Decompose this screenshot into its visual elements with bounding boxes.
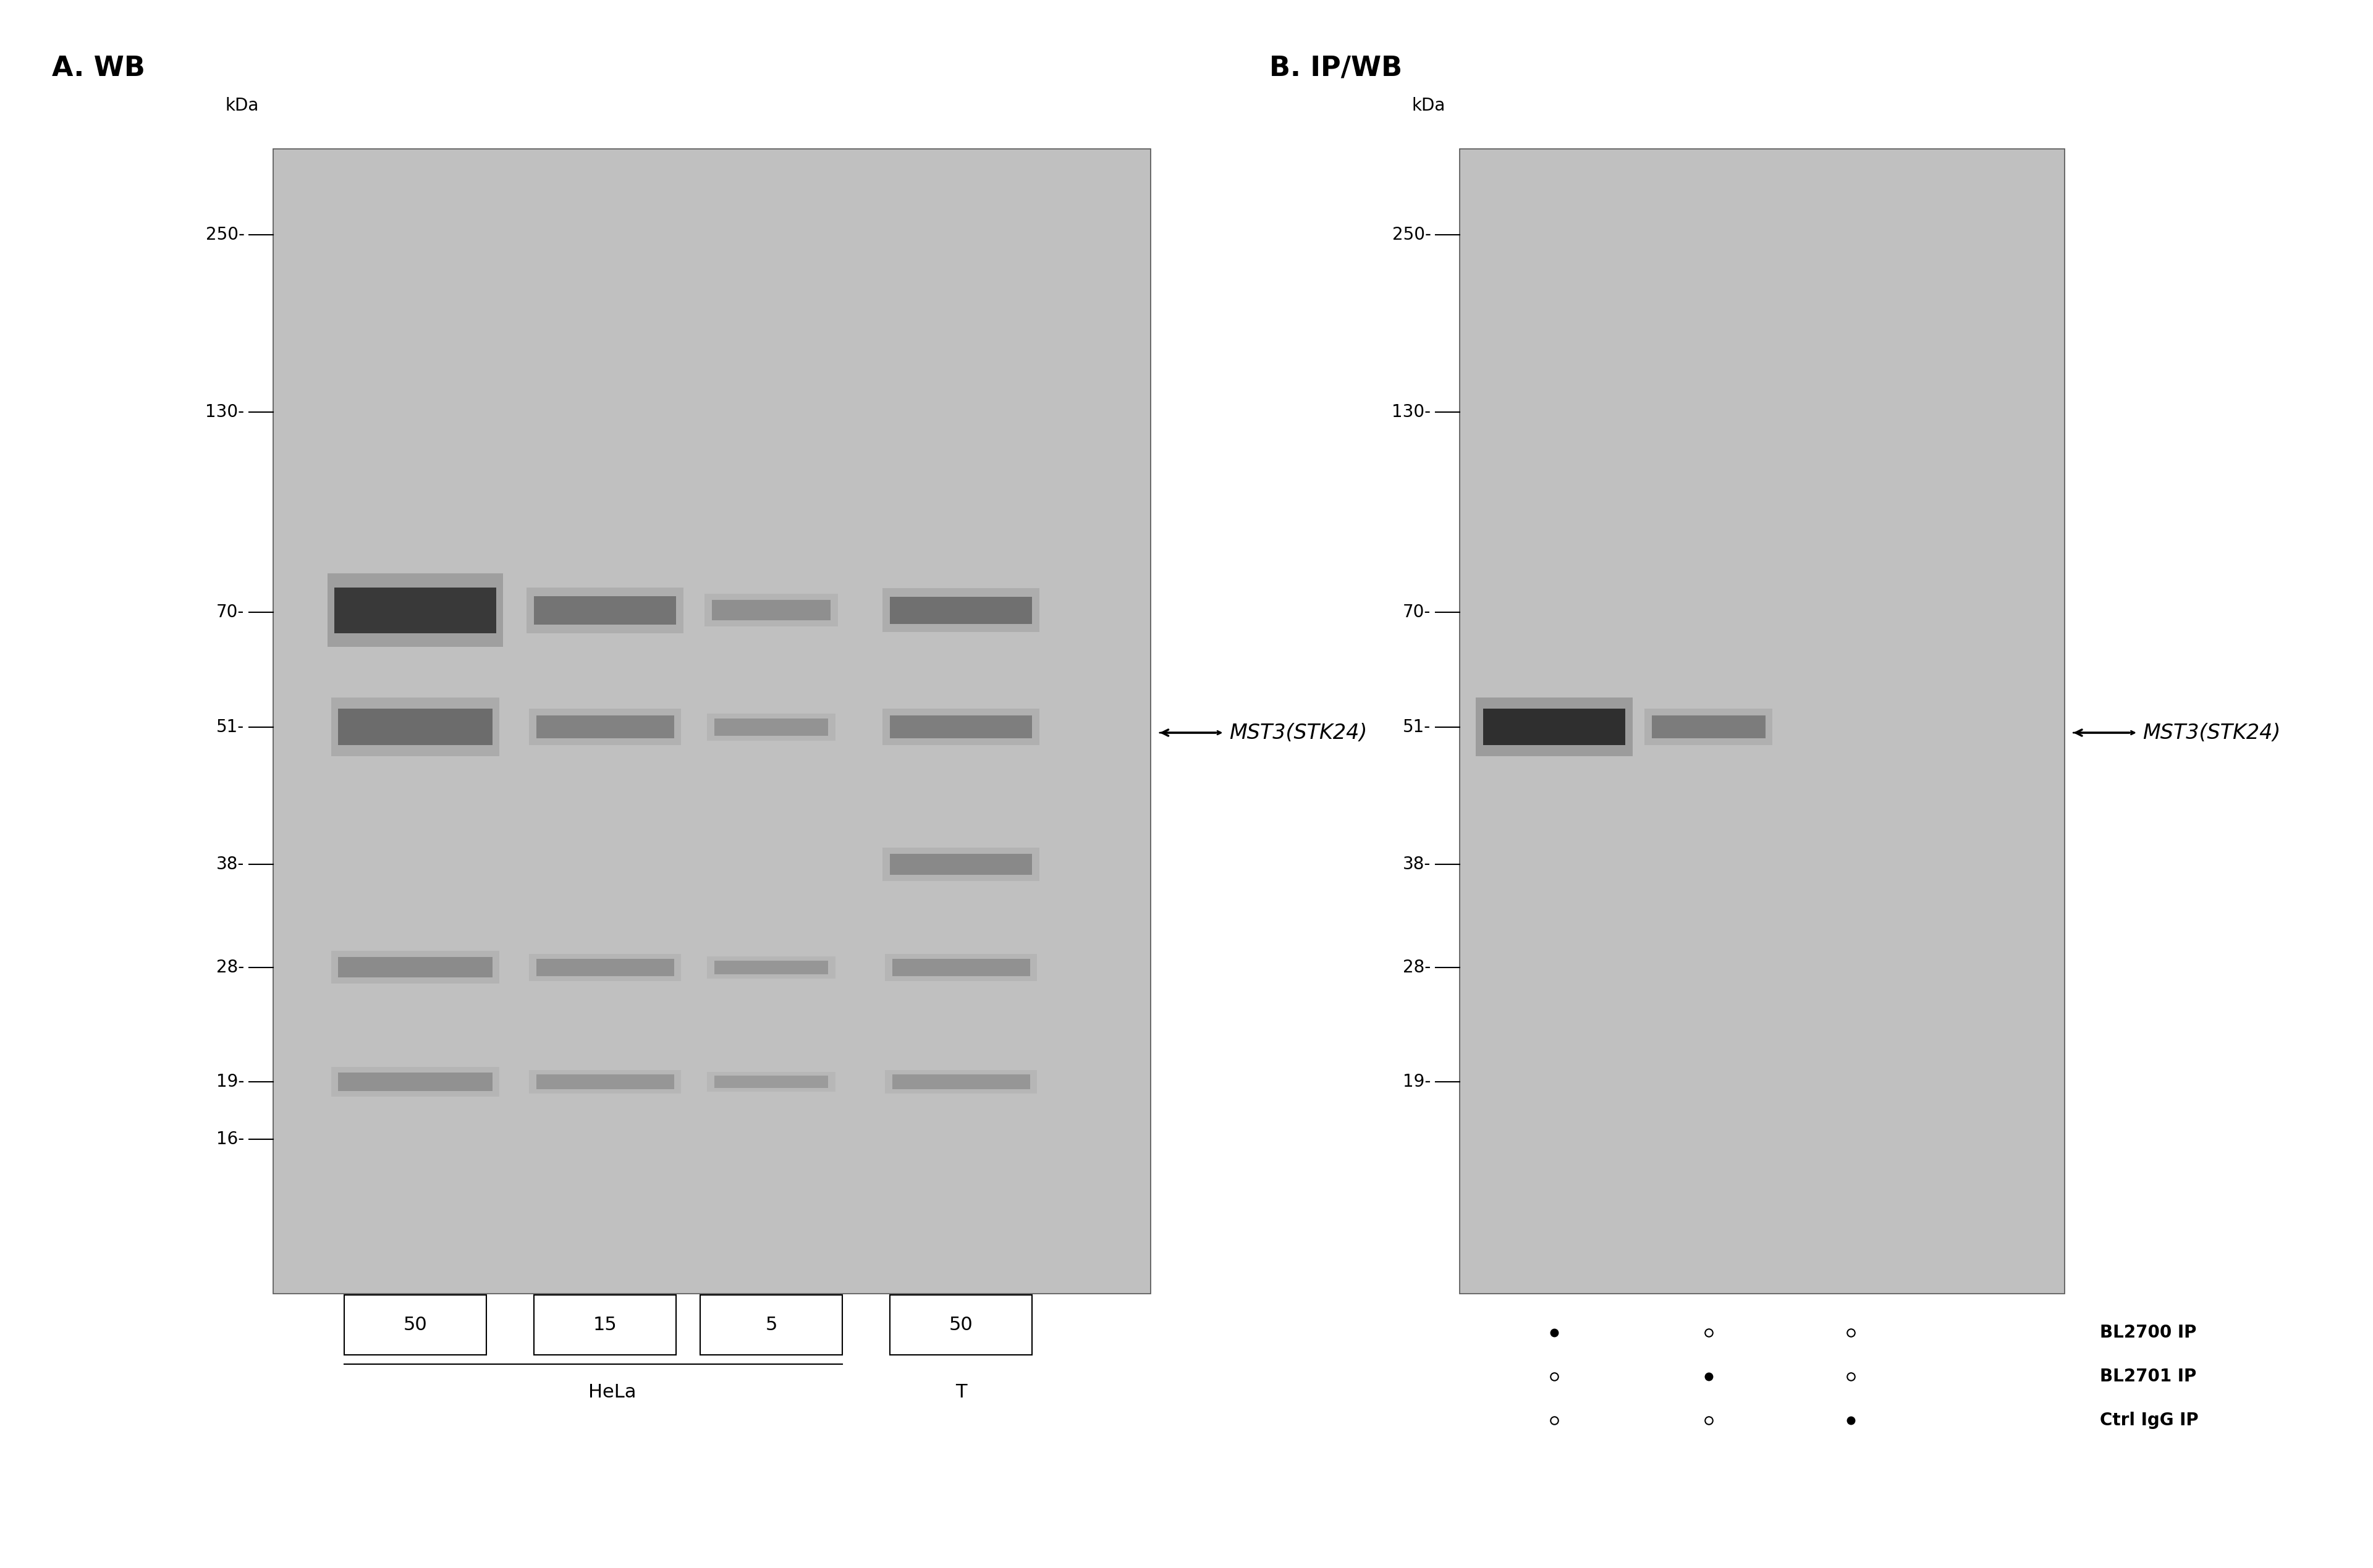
Bar xyxy=(883,848,1039,881)
Bar xyxy=(534,1295,676,1355)
Text: Ctrl IgG IP: Ctrl IgG IP xyxy=(2100,1411,2200,1430)
Text: 250-: 250- xyxy=(1393,226,1431,243)
Text: kDa: kDa xyxy=(1412,97,1445,114)
Text: 28-: 28- xyxy=(216,958,244,975)
Bar xyxy=(1459,149,2065,1294)
Bar xyxy=(1483,709,1626,745)
Bar xyxy=(330,1068,498,1096)
Bar xyxy=(273,149,1151,1294)
Text: T: T xyxy=(956,1383,966,1400)
Bar xyxy=(335,588,496,633)
Text: HeLa: HeLa xyxy=(589,1383,636,1400)
Bar xyxy=(892,958,1030,975)
Text: 51-: 51- xyxy=(216,718,244,735)
Text: MST3(STK24): MST3(STK24) xyxy=(1229,723,1367,743)
Bar xyxy=(536,1074,674,1090)
Text: 250-: 250- xyxy=(206,226,244,243)
Bar xyxy=(330,950,498,983)
Text: 130-: 130- xyxy=(1393,403,1431,420)
Bar xyxy=(883,709,1039,745)
Text: 130-: 130- xyxy=(206,403,244,420)
Bar xyxy=(705,594,838,627)
Bar xyxy=(714,961,828,974)
Bar xyxy=(712,601,831,621)
Bar xyxy=(1652,715,1766,739)
Bar xyxy=(890,715,1032,739)
Bar xyxy=(890,596,1032,624)
Bar xyxy=(529,953,681,982)
Text: 50: 50 xyxy=(403,1316,427,1334)
Text: 19-: 19- xyxy=(216,1073,244,1090)
Bar xyxy=(892,1074,1030,1090)
Bar xyxy=(885,953,1037,982)
Bar xyxy=(890,1295,1032,1355)
Bar xyxy=(337,709,494,745)
Bar xyxy=(337,1073,494,1091)
Text: 16-: 16- xyxy=(216,1131,244,1148)
Text: 15: 15 xyxy=(593,1316,617,1334)
Bar xyxy=(707,713,835,740)
Bar xyxy=(527,588,683,633)
Bar xyxy=(714,718,828,735)
Bar xyxy=(327,574,503,648)
Text: 5: 5 xyxy=(764,1316,778,1334)
Bar xyxy=(344,1295,486,1355)
Text: B. IP/WB: B. IP/WB xyxy=(1270,55,1402,82)
Text: 51-: 51- xyxy=(1402,718,1431,735)
Bar xyxy=(529,1069,681,1094)
Bar xyxy=(534,596,676,624)
Bar xyxy=(1476,698,1633,756)
Text: 70-: 70- xyxy=(1402,604,1431,621)
Bar xyxy=(714,1076,828,1088)
Text: 50: 50 xyxy=(949,1316,973,1334)
Bar xyxy=(885,1069,1037,1094)
Text: BL2700 IP: BL2700 IP xyxy=(2100,1323,2197,1342)
Bar xyxy=(1644,709,1773,745)
Bar xyxy=(707,956,835,978)
Text: A. WB: A. WB xyxy=(52,55,145,82)
Bar xyxy=(330,698,498,756)
Bar xyxy=(529,709,681,745)
Bar xyxy=(536,715,674,739)
Text: 70-: 70- xyxy=(216,604,244,621)
Text: 28-: 28- xyxy=(1402,958,1431,975)
Bar xyxy=(883,588,1039,632)
Bar xyxy=(700,1295,842,1355)
Text: kDa: kDa xyxy=(225,97,259,114)
Text: BL2701 IP: BL2701 IP xyxy=(2100,1367,2197,1386)
Text: 38-: 38- xyxy=(216,856,244,873)
Text: 19-: 19- xyxy=(1402,1073,1431,1090)
Bar xyxy=(536,958,674,975)
Text: 38-: 38- xyxy=(1402,856,1431,873)
Bar xyxy=(707,1073,835,1091)
Bar xyxy=(890,855,1032,875)
Text: MST3(STK24): MST3(STK24) xyxy=(2143,723,2280,743)
Bar xyxy=(337,956,494,978)
